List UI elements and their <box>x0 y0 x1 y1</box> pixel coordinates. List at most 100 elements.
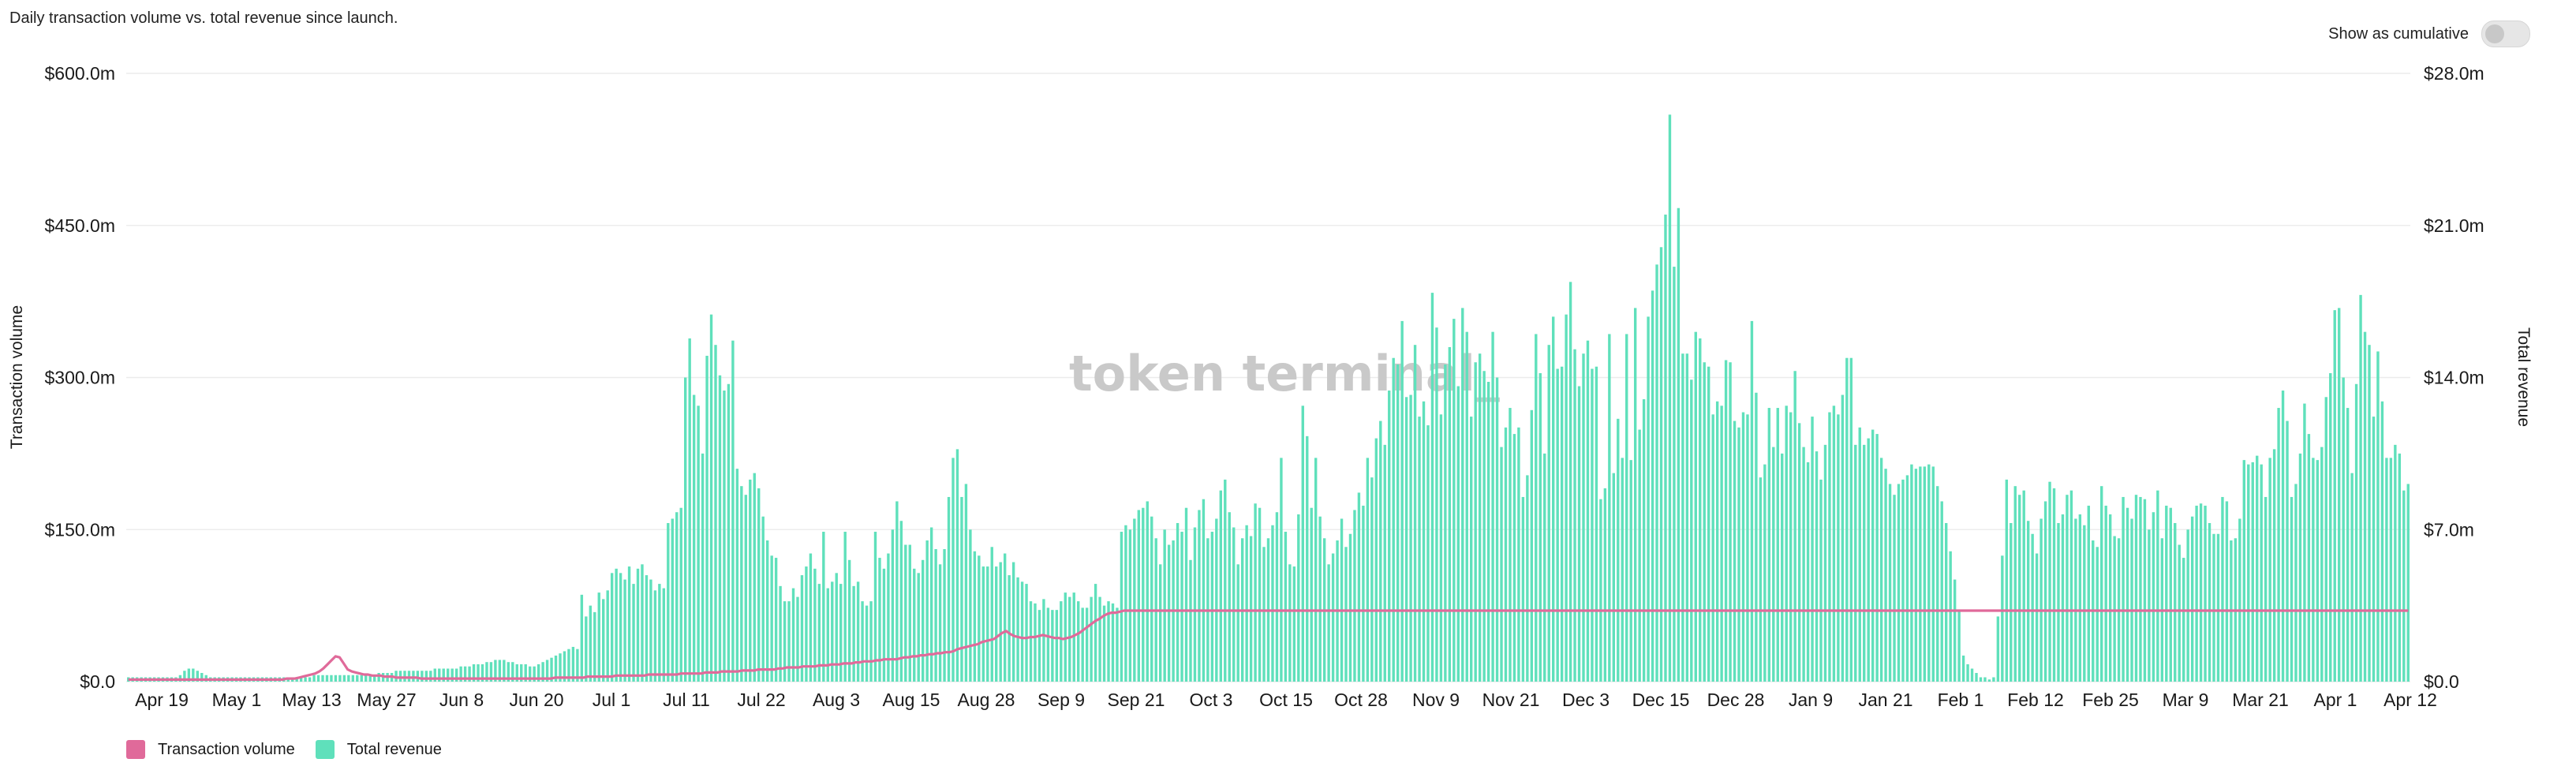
revenue-bar <box>1828 412 1831 682</box>
revenue-bar <box>1034 603 1037 682</box>
revenue-bar <box>2069 490 2073 682</box>
revenue-bar <box>563 651 566 682</box>
revenue-bar <box>1979 677 1983 682</box>
revenue-bar <box>606 590 609 682</box>
revenue-bar <box>641 564 644 682</box>
revenue-bar <box>2363 331 2367 682</box>
revenue-bar <box>2406 484 2410 682</box>
revenue-bar <box>1439 414 1443 682</box>
revenue-bar <box>1677 207 1681 682</box>
revenue-bar <box>2320 447 2324 682</box>
revenue-bar <box>1275 512 1279 682</box>
revenue-bar <box>1621 458 1624 682</box>
revenue-bar <box>1284 532 1288 682</box>
revenue-bar <box>589 605 592 682</box>
revenue-bar <box>1509 408 1512 682</box>
revenue-bar <box>865 605 869 682</box>
revenue-bar <box>1888 484 1892 682</box>
revenue-bar <box>2066 495 2069 682</box>
x-tick-label: May 1 <box>212 690 262 710</box>
revenue-bar <box>1500 447 1503 682</box>
revenue-bar <box>2238 518 2241 682</box>
revenue-bar <box>973 551 977 682</box>
revenue-bar <box>1111 603 1115 682</box>
revenue-bar <box>447 668 450 682</box>
revenue-bar <box>1444 364 1447 682</box>
revenue-bar <box>986 566 989 682</box>
revenue-bar <box>2122 496 2125 682</box>
revenue-bar <box>1591 368 1594 682</box>
revenue-bar <box>2156 490 2159 682</box>
revenue-bar <box>2096 547 2099 682</box>
revenue-bar <box>1556 368 1559 682</box>
revenue-bar <box>969 529 972 682</box>
revenue-bar <box>1724 360 1728 682</box>
revenue-bar <box>429 671 432 682</box>
x-tick-label: May 27 <box>357 690 416 710</box>
revenue-bar <box>1720 406 1723 682</box>
revenue-bar <box>2221 496 2224 682</box>
revenue-bar <box>684 377 687 682</box>
revenue-bar <box>1577 386 1581 682</box>
revenue-bar <box>856 581 860 682</box>
revenue-bar <box>2281 391 2285 682</box>
watermark: token terminal_ <box>1069 345 1500 402</box>
revenue-bar <box>2195 505 2198 682</box>
revenue-bar <box>697 406 700 682</box>
revenue-bar <box>1448 346 1452 682</box>
revenue-bar <box>321 675 324 682</box>
revenue-bar <box>1413 345 1417 682</box>
revenue-bar <box>1755 392 1758 682</box>
revenue-bar <box>1837 414 1840 682</box>
y-left-tick-label: $600.0m <box>44 63 115 84</box>
revenue-bar <box>852 585 855 682</box>
revenue-bar <box>2342 377 2345 682</box>
revenue-bar <box>723 391 726 682</box>
revenue-bar <box>1331 553 1335 682</box>
revenue-bar <box>1366 458 1370 682</box>
revenue-bar <box>1879 458 1883 682</box>
x-tick-label: Mar 9 <box>2163 690 2209 710</box>
revenue-bar <box>1612 473 1616 682</box>
revenue-bar <box>295 677 298 682</box>
revenue-bar <box>372 675 376 682</box>
revenue-bar <box>1737 427 1740 682</box>
revenue-bar <box>2251 462 2254 682</box>
revenue-bar <box>412 671 415 682</box>
revenue-bar <box>1690 379 1693 682</box>
revenue-bar <box>454 668 458 682</box>
revenue-bar <box>899 521 903 682</box>
legend-item-transaction-volume[interactable]: Transaction volume <box>126 740 295 759</box>
revenue-bar <box>1819 479 1823 682</box>
revenue-bar <box>1435 327 1438 682</box>
revenue-bar <box>2026 521 2030 682</box>
revenue-bar <box>740 486 743 682</box>
revenue-bar <box>675 512 679 682</box>
x-tick-label: Aug 3 <box>813 690 860 710</box>
revenue-bar <box>334 675 338 682</box>
revenue-bar <box>1603 488 1607 682</box>
revenue-bar <box>511 662 514 682</box>
y-axis-right-title: Total revenue <box>2514 327 2533 427</box>
revenue-bar <box>895 501 899 682</box>
legend-item-total-revenue[interactable]: Total revenue <box>315 740 442 759</box>
revenue-bar <box>835 573 838 682</box>
revenue-bar <box>2324 397 2327 682</box>
revenue-bar <box>1353 510 1356 682</box>
revenue-bar <box>1802 447 1805 682</box>
revenue-bar <box>2178 544 2181 682</box>
revenue-bar <box>709 314 713 682</box>
revenue-bar <box>1551 316 1555 682</box>
revenue-bar <box>2083 525 2086 682</box>
x-tick-label: Nov 9 <box>1412 690 1460 710</box>
revenue-bar <box>1526 475 1529 682</box>
revenue-bar <box>1486 382 1490 682</box>
revenue-bar <box>489 662 493 682</box>
revenue-bar <box>1681 353 1684 682</box>
x-tick-label: Sep 21 <box>1108 690 1165 710</box>
revenue-bar <box>765 540 769 682</box>
revenue-bar <box>342 675 346 682</box>
revenue-bar <box>2010 522 2013 682</box>
revenue-bar <box>978 555 981 682</box>
cumulative-toggle[interactable] <box>2481 21 2530 47</box>
